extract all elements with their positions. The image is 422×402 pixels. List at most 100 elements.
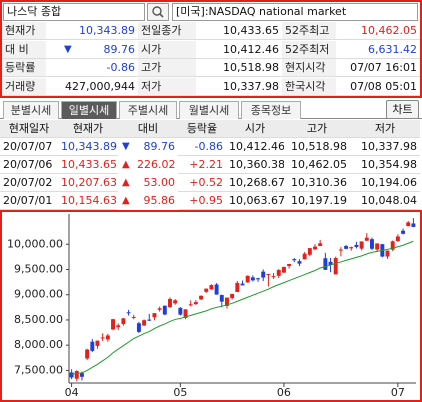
tab[interactable]: 종목정보	[241, 101, 301, 119]
candle-body	[354, 244, 359, 247]
candle-body	[121, 318, 126, 325]
tab[interactable]: 일별시세	[61, 101, 117, 119]
market-label: [미국]:NASDAQ national market	[172, 3, 418, 21]
candle-body	[287, 263, 292, 267]
y-tick-label: 9,500.00	[14, 262, 63, 275]
change-mark: ▼	[122, 141, 130, 152]
candle-body	[199, 295, 204, 300]
column-header: 시가	[226, 120, 284, 138]
candle-body	[105, 335, 110, 340]
change-cell: 226.02	[137, 158, 176, 171]
rate-cell: -0.86	[178, 138, 226, 156]
summary-value: 10,518.98	[196, 59, 282, 78]
summary-label: 52주최저	[282, 40, 336, 59]
search-button[interactable]	[147, 3, 169, 21]
high-cell: 10,197.19	[284, 192, 350, 210]
open-cell: 10,268.67	[226, 174, 284, 192]
search-input[interactable]: 나스닥 종합	[3, 3, 145, 21]
price-cell: 10,154.63	[58, 192, 118, 210]
candle-body	[406, 222, 411, 227]
candle-body	[271, 276, 276, 278]
candle-body	[162, 305, 167, 315]
price-cell: 10,343.89	[58, 138, 118, 156]
date-cell: 20/07/01	[0, 192, 58, 210]
candle-body	[266, 273, 271, 275]
open-cell: 10,063.67	[226, 192, 284, 210]
summary-value: -0.86	[46, 59, 138, 78]
tab[interactable]: 분별시세	[3, 101, 59, 119]
summary-value: 10,462.05	[336, 22, 420, 40]
summary-label: 거래량	[2, 77, 46, 96]
summary-value: 10,433.65	[196, 22, 282, 40]
summary-value: 07/08 05:01	[336, 78, 420, 96]
candle-body	[359, 241, 364, 249]
candle-body	[219, 295, 224, 302]
search-icon	[152, 6, 164, 18]
candle-body	[193, 302, 198, 305]
candle-body	[79, 373, 84, 377]
candle-body	[245, 275, 250, 283]
price-cell: 10,433.65	[58, 156, 118, 174]
column-header: 저가	[350, 120, 420, 138]
x-tick-label: 05	[173, 386, 187, 399]
candle-body	[183, 309, 188, 318]
change-cell: 89.76	[143, 140, 176, 153]
summary-value: 89.76	[46, 41, 138, 59]
candle-body	[411, 223, 416, 227]
candle-body	[204, 288, 209, 292]
candle-body	[385, 250, 390, 257]
date-cell: 20/07/06	[0, 156, 58, 174]
candle-body	[100, 337, 105, 339]
candle-body	[349, 247, 354, 249]
candle-body	[136, 323, 141, 332]
high-cell: 10,518.98	[284, 138, 350, 156]
change-mark: ▲	[122, 195, 130, 206]
change-mark: ▲	[122, 159, 130, 170]
summary-value: 07/07 16:01	[336, 59, 420, 78]
rate-cell: +0.52	[178, 174, 226, 192]
candle-body	[318, 243, 323, 246]
candle-body	[364, 237, 369, 241]
y-tick-label: 7,500.00	[14, 363, 63, 376]
candle-body	[250, 277, 255, 281]
date-cell: 20/07/02	[0, 174, 58, 192]
column-header: 현재일자	[0, 120, 58, 138]
open-cell: 10,412.46	[226, 138, 284, 156]
change-mark: ▲	[122, 177, 130, 188]
chart-panel: 7,500.00 8,000.00 8,500.00 9,000.00 9,500.00…	[0, 210, 422, 402]
tab[interactable]: 주별시세	[119, 101, 177, 119]
summary-panel	[0, 0, 422, 98]
candle-body	[375, 243, 380, 250]
chart-button[interactable]: 차트	[386, 100, 419, 119]
column-header: 등락율	[178, 120, 226, 138]
tab[interactable]: 월별시세	[179, 101, 239, 119]
candle-body	[297, 261, 302, 264]
candle-body	[74, 371, 79, 379]
candle-body	[95, 340, 100, 346]
summary-label: 대 비	[2, 40, 46, 59]
summary-value: 427,000,944	[46, 78, 138, 96]
summary-value: 10,343.89	[46, 22, 138, 40]
candle-body	[224, 297, 229, 306]
candle-body	[390, 241, 395, 250]
candle-body	[328, 261, 333, 266]
x-tick-label: 06	[277, 386, 291, 399]
candle-body	[338, 249, 343, 251]
high-cell: 10,310.36	[284, 174, 350, 192]
candle-body	[401, 230, 406, 234]
candle-body	[313, 246, 317, 250]
summary-value: 6,631.42	[336, 41, 420, 59]
candle-body	[276, 269, 281, 276]
candle-body	[235, 282, 240, 292]
candle-body	[85, 349, 90, 359]
x-tick-label: 04	[65, 386, 79, 399]
open-cell: 10,360.38	[226, 156, 284, 174]
candle-body	[209, 285, 214, 290]
summary-label: 저가	[138, 77, 196, 96]
candle-body	[302, 253, 307, 260]
direction-mark: ▼	[64, 43, 72, 55]
candle-body	[69, 372, 74, 378]
summary-label: 시가	[138, 40, 196, 59]
column-header: 대비	[118, 120, 178, 138]
